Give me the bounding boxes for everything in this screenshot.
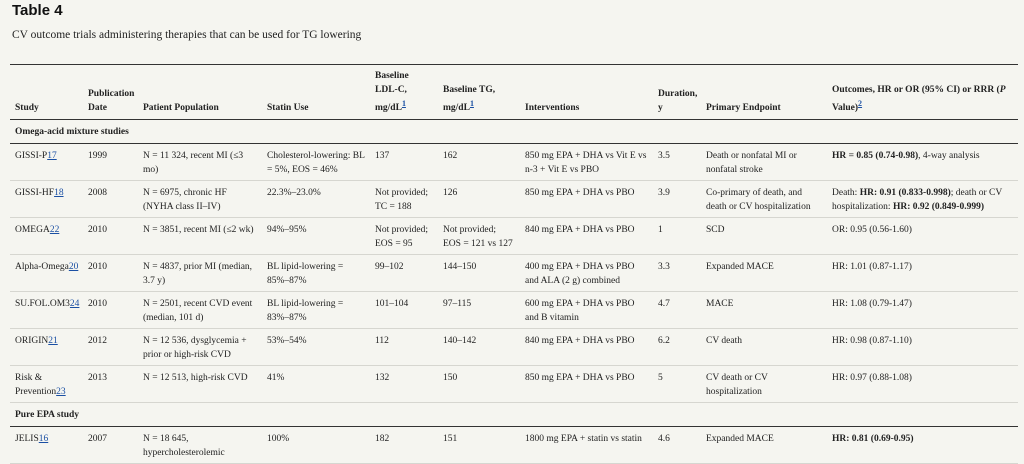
table-row: Alpha-Omega20 2010 N = 4837, prior MI (m… <box>10 254 1018 293</box>
col-header-ldl: Baseline LDL-C, mg/dL1 <box>370 63 438 121</box>
reference-link[interactable]: 20 <box>68 262 79 273</box>
table-row: Risk & Prevention23 2013 N = 12 513, hig… <box>10 365 1018 404</box>
col-header-outcomes: Outcomes, HR or OR (95% CI) or RRR (P Val… <box>827 63 1018 121</box>
cv-outcome-trials-table: Study Publication Date Patient Population… <box>10 63 1018 464</box>
reference-link[interactable]: 17 <box>47 151 57 162</box>
table-row: GISSI-P17 1999 N = 11 324, recent MI (≤3… <box>10 143 1018 182</box>
footnote-link[interactable]: 1 <box>401 99 406 108</box>
section-row-omega: Omega-acid mixture studies <box>10 119 1018 145</box>
footnote-link[interactable]: 1 <box>469 99 474 108</box>
reference-link[interactable]: 18 <box>54 188 64 199</box>
table-row: JELIS16 2007 N = 18 645, hypercholestero… <box>10 426 1018 464</box>
table-row: ORIGIN21 2012 N = 12 536, dysglycemia + … <box>10 328 1018 367</box>
col-header-statin: Statin Use <box>262 63 370 121</box>
section-row-epa: Pure EPA study <box>10 402 1018 428</box>
col-header-study: Study <box>10 63 83 121</box>
header-row: Study Publication Date Patient Population… <box>10 63 1018 121</box>
table-title: Table 4 <box>12 2 63 19</box>
col-header-duration: Duration, y <box>653 63 701 121</box>
reference-link[interactable]: 22 <box>49 225 60 236</box>
reference-link[interactable]: 24 <box>69 299 80 310</box>
footnote-link[interactable]: 2 <box>858 99 863 108</box>
col-header-tg: Baseline TG, mg/dL1 <box>438 63 520 121</box>
col-header-endpoint: Primary Endpoint <box>701 63 827 121</box>
col-header-interventions: Interventions <box>520 63 653 121</box>
reference-link[interactable]: 21 <box>48 336 58 347</box>
reference-link[interactable]: 16 <box>38 434 49 445</box>
reference-link[interactable]: 23 <box>56 387 66 398</box>
table-caption: CV outcome trials administering therapie… <box>12 29 362 41</box>
table-row: OMEGA22 2010 N = 3851, recent MI (≤2 wk)… <box>10 217 1018 256</box>
table-row: SU.FOL.OM324 2010 N = 2501, recent CVD e… <box>10 291 1018 330</box>
col-header-date: Publication Date <box>83 63 138 121</box>
table-row: GISSI-HF18 2008 N = 6975, chronic HF (NY… <box>10 180 1018 219</box>
col-header-population: Patient Population <box>138 63 262 121</box>
